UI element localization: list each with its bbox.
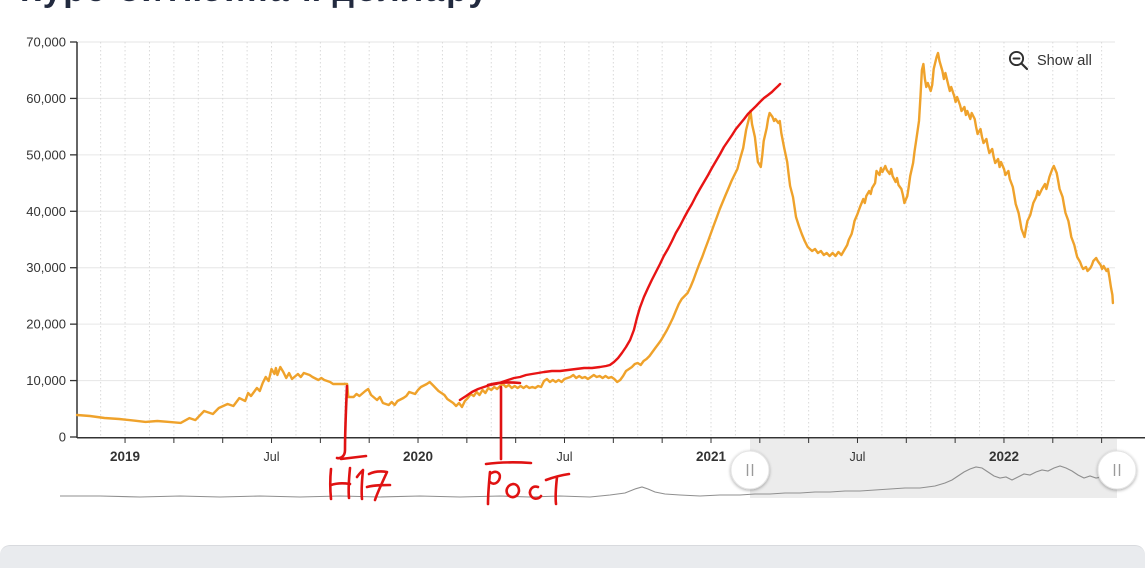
y-axis-label: 10,000 bbox=[26, 373, 66, 388]
y-axis-label: 60,000 bbox=[26, 91, 66, 106]
zoom-out-icon bbox=[1008, 50, 1029, 71]
price-chart[interactable]: 0 10,000 20,000 30,000 40,000 50,000 60,000 70,… bbox=[0, 0, 1145, 545]
page-title: Курс биткоина к доллару bbox=[20, 0, 920, 10]
y-axis-label: 70,000 bbox=[26, 35, 66, 50]
x-axis-label: Jul bbox=[264, 450, 280, 464]
y-axis-label: 30,000 bbox=[26, 260, 66, 275]
y-axis-label: 40,000 bbox=[26, 204, 66, 219]
bottom-panel bbox=[0, 545, 1145, 568]
x-axis-label: Jul bbox=[557, 450, 573, 464]
x-axis-label: 2022 bbox=[989, 449, 1019, 464]
hand-drawn-annotations: Н17 рост bbox=[328, 381, 571, 506]
navigator-handle-right[interactable] bbox=[1097, 450, 1137, 490]
x-axis-label: 2019 bbox=[110, 449, 140, 464]
navigator-handle-left[interactable] bbox=[730, 450, 770, 490]
y-axis-label: 0 bbox=[59, 430, 66, 445]
y-axis-label: 50,000 bbox=[26, 147, 66, 162]
overlay-series-line bbox=[458, 82, 782, 402]
price-series-line bbox=[75, 51, 1115, 425]
annotation-рост: рост bbox=[484, 381, 571, 506]
y-axis-label: 20,000 bbox=[26, 317, 66, 332]
x-axis-label: 2021 bbox=[696, 449, 727, 464]
navigator-selected-range[interactable] bbox=[750, 439, 1117, 498]
show-all-label: Show all bbox=[1037, 52, 1092, 69]
annotation-Н17: Н17 bbox=[328, 384, 392, 502]
x-axis-label: 2020 bbox=[403, 449, 433, 464]
page-title-clipped: Курс биткоина к доллару bbox=[20, 0, 920, 11]
show-all-button[interactable]: Show all bbox=[1004, 48, 1096, 73]
x-axis-label: Jul bbox=[849, 450, 865, 464]
